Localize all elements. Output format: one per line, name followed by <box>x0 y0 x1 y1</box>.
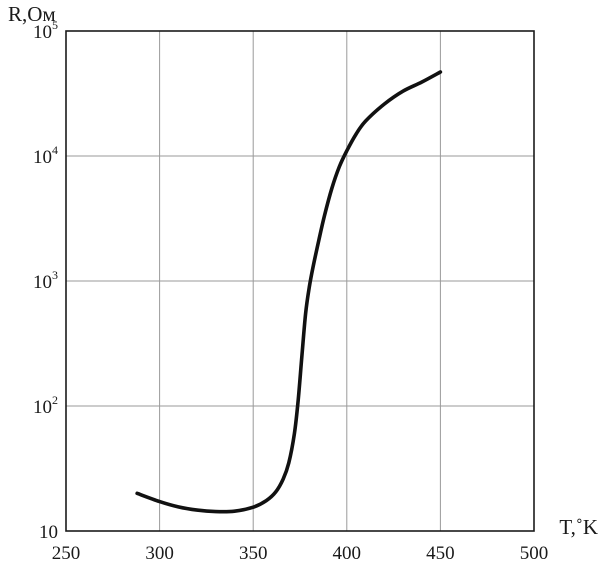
y-tick-base: 10 <box>33 397 52 418</box>
y-tick-exponent: 2 <box>52 393 58 407</box>
y-tick-label: 10 <box>39 522 58 543</box>
y-tick-exponent: 3 <box>52 268 58 282</box>
x-tick-label: 250 <box>52 543 81 562</box>
grid <box>66 31 534 531</box>
y-tick-label: 103 <box>33 268 58 293</box>
x-tick-label: 300 <box>145 543 174 562</box>
y-tick-label: 102 <box>33 393 58 418</box>
y-axis-label: R,Ом <box>8 2 56 26</box>
y-tick-base: 10 <box>33 22 52 43</box>
y-tick-base: 10 <box>33 147 52 168</box>
y-tick-label: 105 <box>33 18 58 43</box>
x-tick-labels: 250 300 350 400 450 500 <box>52 543 549 562</box>
y-tick-exponent: 5 <box>52 18 58 32</box>
plot-frame <box>65 30 535 532</box>
y-tick-base: 10 <box>33 272 52 293</box>
x-axis-label: T,˚K <box>559 515 598 539</box>
y-tick-base: 10 <box>39 522 58 543</box>
y-tick-exponent: 4 <box>52 143 58 157</box>
x-tick-label: 400 <box>333 543 362 562</box>
x-tick-label: 450 <box>426 543 455 562</box>
x-tick-label: 500 <box>520 543 549 562</box>
y-tick-label: 104 <box>33 143 58 168</box>
resistance-curve <box>135 70 443 514</box>
x-tick-label: 350 <box>239 543 268 562</box>
